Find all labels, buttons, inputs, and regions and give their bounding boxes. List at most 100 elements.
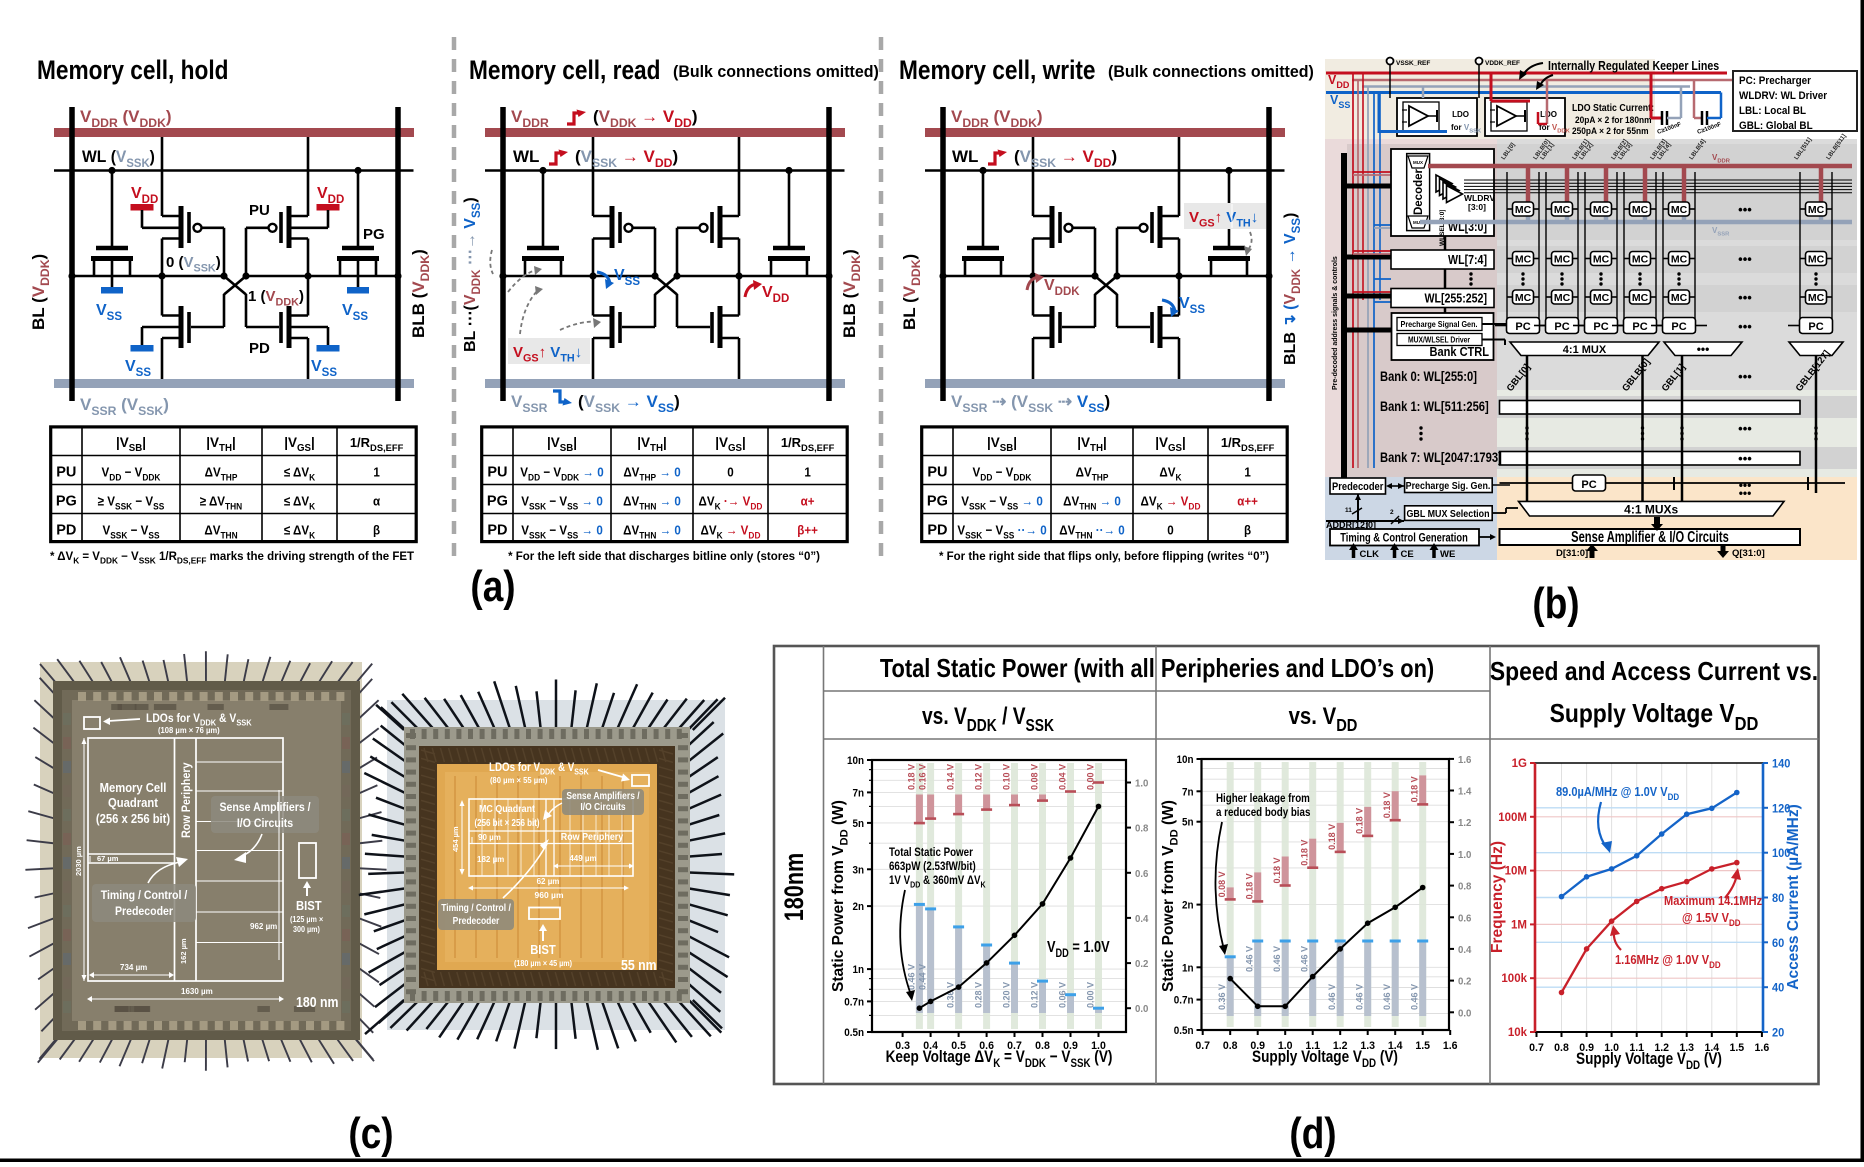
svg-text:1.0: 1.0 [1458,850,1472,861]
svg-text:vs. VDDK / VSSK: vs. VDDK / VSSK [922,702,1055,736]
svg-text:PC: PC [1554,321,1569,333]
svg-text:PD: PD [249,340,270,357]
svg-text:0.2: 0.2 [1458,976,1472,987]
svg-text:4:1 MUX: 4:1 MUX [1563,344,1607,356]
svg-text:2n: 2n [1182,900,1194,912]
svg-text:0.36 V: 0.36 V [1217,983,1227,1010]
svg-text:Timing / Control /: Timing / Control / [441,902,511,913]
svg-text:VSSR ⇢ (VSSK ⇢ VSS): VSSR ⇢ (VSSK ⇢ VSS) [951,392,1110,415]
svg-text:PC: PC [1581,479,1596,491]
svg-text:0.7n: 0.7n [844,997,864,1009]
svg-text:162 µm: 162 µm [179,938,188,964]
svg-text:1M: 1M [1511,919,1527,931]
svg-text:0.46 V: 0.46 V [1409,983,1419,1010]
svg-text:0.8: 0.8 [1135,823,1149,834]
svg-text:0.5n: 0.5n [1174,1026,1194,1038]
svg-text:Bank 0: WL[255:0]: Bank 0: WL[255:0] [1380,369,1477,384]
svg-text:WL: WL [513,147,539,166]
svg-text:BL (VDDK): BL (VDDK) [29,254,52,330]
svg-text:0.46 V: 0.46 V [1382,983,1392,1010]
svg-text:60: 60 [1772,937,1784,949]
svg-text:β: β [1244,523,1251,538]
svg-text:0.18 V: 0.18 V [1409,776,1419,803]
svg-text:BL ⋯(VDDK ⋯→ VSS): BL ⋯(VDDK ⋯→ VSS) [462,197,483,352]
svg-text:I/O Circuits: I/O Circuits [580,801,625,812]
svg-text:0: 0 [727,465,734,480]
svg-text:MC: MC [1554,292,1571,304]
svg-text:Decoder: Decoder [1413,168,1425,215]
svg-text:Memory Cell: Memory Cell [100,780,167,795]
svg-text:(Bulk connections omitted): (Bulk connections omitted) [1108,63,1314,82]
svg-text:Speed and Access Current vs.: Speed and Access Current vs. [1490,658,1818,687]
svg-text:Bank CTRL: Bank CTRL [1430,344,1489,359]
svg-text:VDDR: VDDR [511,107,549,130]
svg-text:Static Power from VDD (W): Static Power from VDD (W) [1160,800,1181,992]
svg-text:PU: PU [487,465,507,481]
svg-text:MC: MC [1632,254,1649,266]
svg-text:10M: 10M [1505,866,1527,878]
svg-text:MC: MC [1593,292,1610,304]
svg-text:960 µm: 960 µm [535,890,564,900]
svg-text:VDD: VDD [317,185,344,206]
svg-text:(256 bit × 256 bit): (256 bit × 256 bit) [474,817,539,828]
svg-text:C≥100nF: C≥100nF [1697,122,1723,136]
svg-text:0.20 V: 0.20 V [1001,981,1011,1008]
svg-text:MC: MC [1632,292,1649,304]
svg-text:Static Power from VDD (W): Static Power from VDD (W) [830,800,851,992]
svg-text:CLK: CLK [1360,549,1380,560]
svg-text:GBL: Global BL: GBL: Global BL [1739,121,1813,133]
svg-text:140: 140 [1772,758,1790,770]
svg-text:10n: 10n [847,756,864,768]
svg-text:0.6: 0.6 [1458,913,1472,924]
svg-text:1V VDD & 360mV ΔVK: 1V VDD & 360mV ΔVK [889,874,986,889]
svg-text:PD: PD [56,523,76,539]
svg-text:PC: PC [1515,321,1530,333]
svg-text:* For the left side that disch: * For the left side that discharges bitl… [508,551,820,563]
svg-text:Precharge Signal Gen.: Precharge Signal Gen. [1401,319,1478,329]
svg-text:MC: MC [1515,254,1532,266]
svg-text:0.18 V: 0.18 V [906,763,916,790]
svg-text:(c): (c) [348,1108,393,1158]
svg-text:Higher leakage from: Higher leakage from [1216,792,1310,805]
svg-text:182 µm: 182 µm [477,855,504,864]
svg-text:Row Periphery: Row Periphery [561,831,624,843]
svg-text:Timing & Control Generation: Timing & Control Generation [1340,531,1468,544]
svg-text:Internally Regulated Keeper Li: Internally Regulated Keeper Lines [1548,59,1719,73]
svg-text:•••: ••• [1738,451,1752,466]
svg-text:PC: PC [1632,321,1647,333]
svg-text:734 µm: 734 µm [120,963,147,972]
svg-text:VSSR: VSSR [511,392,548,415]
svg-text:PU: PU [249,202,270,219]
svg-text:0.14 V: 0.14 V [945,763,955,790]
svg-text:Total Static Power: Total Static Power [889,846,973,859]
svg-text:Access Current (µA/MHz): Access Current (µA/MHz) [1785,804,1802,990]
svg-text:0.46 V: 0.46 V [1354,983,1364,1010]
svg-text:663pW (2.53fW/bit): 663pW (2.53fW/bit) [889,860,976,873]
svg-text:MC: MC [1593,254,1610,266]
svg-text:0.6: 0.6 [1135,868,1149,879]
svg-text:MC: MC [1515,204,1532,216]
svg-text:0.4: 0.4 [1458,945,1472,956]
svg-text:0.7: 0.7 [1529,1042,1544,1054]
svg-text:5n: 5n [852,818,864,830]
svg-text:MC: MC [1808,292,1825,304]
svg-text:1.6: 1.6 [1443,1040,1458,1052]
svg-text:VDD: VDD [131,185,158,206]
svg-text:0.16 V: 0.16 V [917,763,927,790]
svg-text:β: β [373,523,380,538]
svg-text:0.46 V: 0.46 V [1272,945,1282,972]
svg-text:0.8: 0.8 [1223,1040,1238,1052]
svg-text:MC: MC [1808,204,1825,216]
svg-text:LDO: LDO [1452,110,1469,119]
svg-text:0.10 V: 0.10 V [1001,763,1011,790]
svg-text:•••: ••• [1738,369,1752,384]
svg-text:α++: α++ [1237,494,1258,509]
svg-text:(VDDK → VDD): (VDDK → VDD) [593,107,698,130]
svg-text:PC: Precharger: PC: Precharger [1739,76,1811,88]
svg-text:MC: MC [1671,204,1688,216]
svg-text:MC: MC [1554,254,1571,266]
svg-text:MC: MC [1593,204,1610,216]
svg-text:Bank 1: WL[511:256]: Bank 1: WL[511:256] [1380,399,1489,414]
svg-text:MC: MC [1671,254,1688,266]
svg-text:40: 40 [1772,982,1784,994]
